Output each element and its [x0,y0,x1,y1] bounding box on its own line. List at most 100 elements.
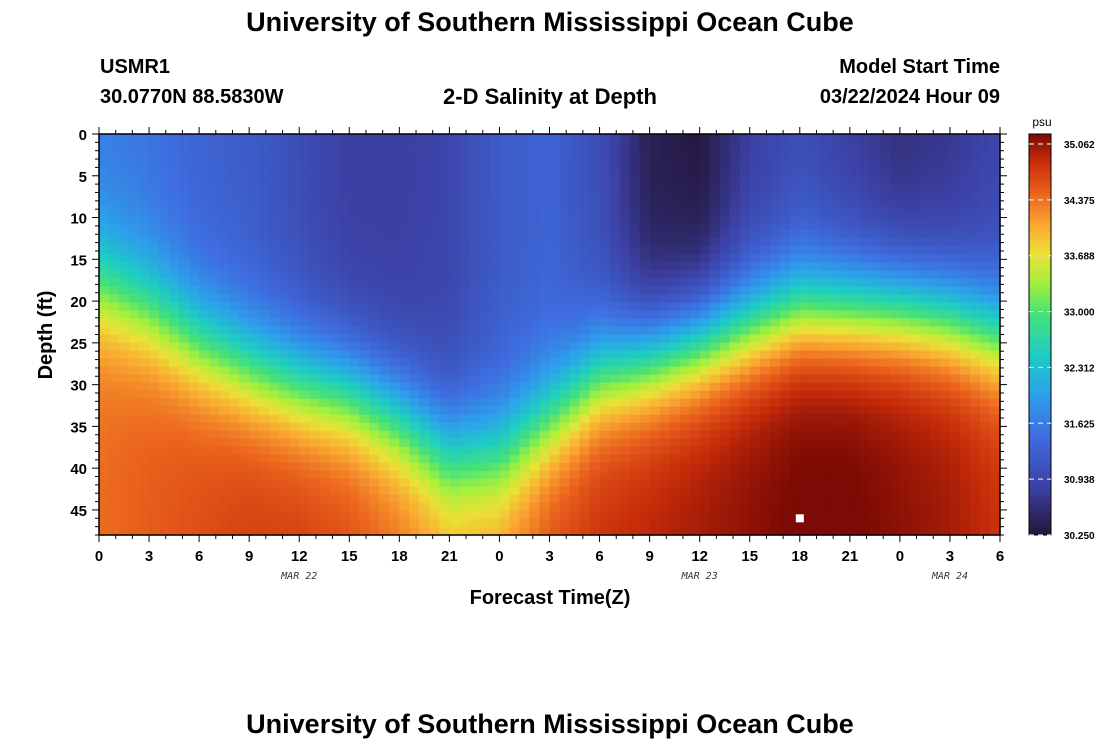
heatmap-cell [809,446,821,456]
heatmap-cell [629,406,641,416]
heatmap-cell [189,302,200,312]
heatmap-cell [589,158,601,167]
heatmap-cell [749,150,761,159]
heatmap-cell [319,422,330,432]
heatmap-cell [369,142,380,151]
heatmap-cell [809,518,821,528]
heatmap-cell [529,150,541,159]
heatmap-cell [489,462,501,472]
heatmap-cell [639,254,651,263]
heatmap-cell [339,238,350,247]
heatmap-cell [849,454,861,464]
heatmap-cell [329,462,340,472]
heatmap-cell [779,326,791,336]
heatmap-cell [479,326,491,336]
heatmap-cell [659,510,671,520]
heatmap-cell [159,270,170,279]
heatmap-cell [109,238,120,247]
heatmap-cell [989,342,1001,352]
heatmap-cell [519,406,531,416]
heatmap-cell [439,518,450,528]
heatmap-cell [959,270,971,279]
heatmap-cell [319,318,330,328]
heatmap-cell [639,470,651,480]
heatmap-cell [449,166,460,175]
heatmap-cell [289,526,300,536]
heatmap-cell [399,318,410,328]
heatmap-cell [869,518,881,528]
heatmap-cell [809,342,821,352]
heatmap-cell [779,198,791,207]
heatmap-cell [719,398,731,408]
heatmap-cell [519,206,531,215]
heatmap-cell [869,398,881,408]
heatmap-cell [359,222,370,231]
heatmap-cell [749,350,761,360]
heatmap-cell [729,470,741,480]
heatmap-cell [389,134,400,143]
heatmap-cell [269,526,280,536]
heatmap-cell [899,478,911,488]
heatmap-cell [939,318,951,328]
heatmap-cell [659,246,671,255]
heatmap-cell [879,166,891,175]
heatmap-cell [449,366,460,376]
heatmap-cell [549,198,561,207]
heatmap-cell [489,310,501,320]
heatmap-cell [629,398,641,408]
heatmap-cell [329,318,340,328]
heatmap-cell [399,526,410,536]
heatmap-cell [479,214,491,223]
heatmap-cell [529,238,541,247]
heatmap-cell [509,198,521,207]
heatmap-cell [129,134,140,143]
heatmap-cell [219,158,230,167]
heatmap-cell [639,382,651,392]
heatmap-cell [599,382,611,392]
heatmap-cell [779,406,791,416]
heatmap-cell [539,230,551,239]
heatmap-cell [189,350,200,360]
heatmap-cell [749,278,761,287]
heatmap-cell [879,214,891,223]
heatmap-cell [799,422,811,432]
heatmap-cell [849,510,861,520]
heatmap-cell [119,294,130,304]
heatmap-cell [139,454,150,464]
heatmap-cell [919,430,931,440]
heatmap-cell [129,150,140,159]
heatmap-cell [859,454,871,464]
heatmap-cell [539,350,551,360]
heatmap-cell [589,398,601,408]
heatmap-cell [759,182,771,191]
heatmap-cell [109,230,120,239]
heatmap-cell [209,286,220,295]
heatmap-cell [579,198,591,207]
heatmap-cell [209,174,220,183]
heatmap-cell [109,406,120,416]
heatmap-cell [179,342,190,352]
heatmap-cell [409,414,420,424]
heatmap-cell [229,150,240,159]
heatmap-cell [589,302,601,312]
heatmap-cell [879,286,891,295]
heatmap-cell [849,478,861,488]
heatmap-cell [449,350,460,360]
heatmap-cell [469,470,481,480]
heatmap-cell [199,334,210,344]
heatmap-cell [109,302,120,312]
heatmap-cell [659,270,671,279]
heatmap-cell [119,430,130,440]
heatmap-cell [599,438,611,448]
heatmap-cell [219,502,230,512]
heatmap-cell [869,166,881,175]
heatmap-cell [919,254,931,263]
heatmap-cell [799,270,811,279]
heatmap-cell [479,166,491,175]
heatmap-cell [789,374,801,384]
heatmap-cell [329,334,340,344]
heatmap-cell [499,454,511,464]
heatmap-cell [529,366,541,376]
heatmap-cell [439,390,450,400]
heatmap-cell [109,278,120,287]
